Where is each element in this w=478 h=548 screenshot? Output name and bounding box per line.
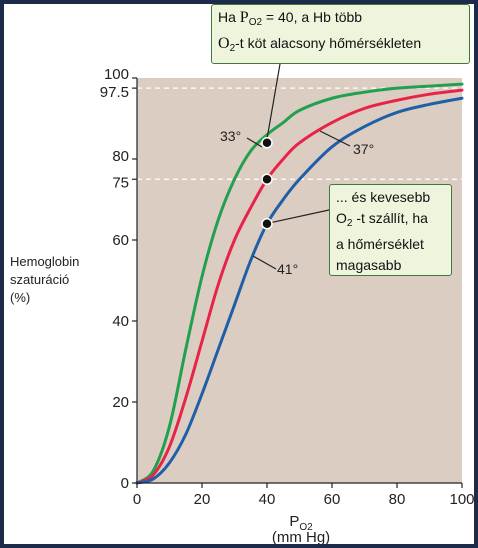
figure: 0 20 40 60 80 100 0 20 40 60 75 80 97.5 100 33° 37° 41°… (4, 4, 474, 544)
curve-label-37-leader (319, 130, 351, 147)
callout-top-line-2: O2-t köt alacsony hőmérsékleten (218, 35, 422, 54)
curve-label-33-leader (246, 137, 263, 148)
x-tick-label-4: 80 (389, 491, 406, 508)
x-tick-label-3: 60 (324, 491, 341, 508)
curve-label-33: 33° (220, 128, 241, 144)
curve-41-degrees (135, 96, 464, 485)
x-tick-label-2: 40 (259, 491, 276, 508)
y-axis-label-line-2: szaturáció (10, 272, 69, 287)
x-tick-label-0: 0 (133, 491, 141, 508)
y-tick-label-7: 100 (104, 66, 129, 83)
callout-right-line-2: O2 -t szállít, ha (336, 210, 428, 229)
callout-top-line-1: Ha PO2 = 40, a Hb több (218, 9, 363, 28)
y-tick-label-3: 60 (112, 232, 129, 249)
marker-point-1 (261, 173, 273, 185)
y-tick-label-6: 97.5 (100, 84, 129, 101)
callout-top: Ha PO2 = 40, a Hb több O2-t köt alacsony… (211, 4, 470, 64)
x-axis-label: PO2 (289, 513, 313, 533)
y-tick-label-4: 75 (112, 174, 129, 191)
curve-label-41-leader (252, 255, 277, 270)
callout-right-line-4: magasabb (336, 257, 402, 273)
callout-right: ... és kevesebb O2 -t szállít, ha a hőmé… (329, 184, 452, 276)
marker-point-2 (261, 218, 273, 230)
y-tick-label-1: 20 (112, 394, 129, 411)
y-axis-label-line-1: Hemoglobin (10, 254, 79, 269)
plot-area (137, 78, 462, 483)
curve-label-37: 37° (353, 141, 374, 157)
marker-point-0 (261, 137, 273, 149)
callout-right-leader (269, 209, 330, 224)
x-tick-label-5: 100 (449, 491, 474, 508)
y-axis-label-line-3: (%) (10, 290, 30, 305)
callout-top-leader (266, 63, 281, 139)
curve-label-41: 41° (277, 261, 298, 277)
x-axis-label-subscript: O2 (299, 522, 313, 533)
callout-right-line-3: a hőmérséklet (336, 236, 424, 252)
x-axis-units: (mm Hg) (272, 529, 330, 544)
curve-37-degrees (135, 88, 464, 485)
callout-right-line-1: ... és kevesebb (336, 189, 431, 205)
y-tick-label-5: 80 (112, 148, 129, 165)
y-tick-label-2: 40 (112, 313, 129, 330)
x-tick-label-1: 20 (194, 491, 211, 508)
y-tick-label-0: 0 (121, 475, 129, 492)
